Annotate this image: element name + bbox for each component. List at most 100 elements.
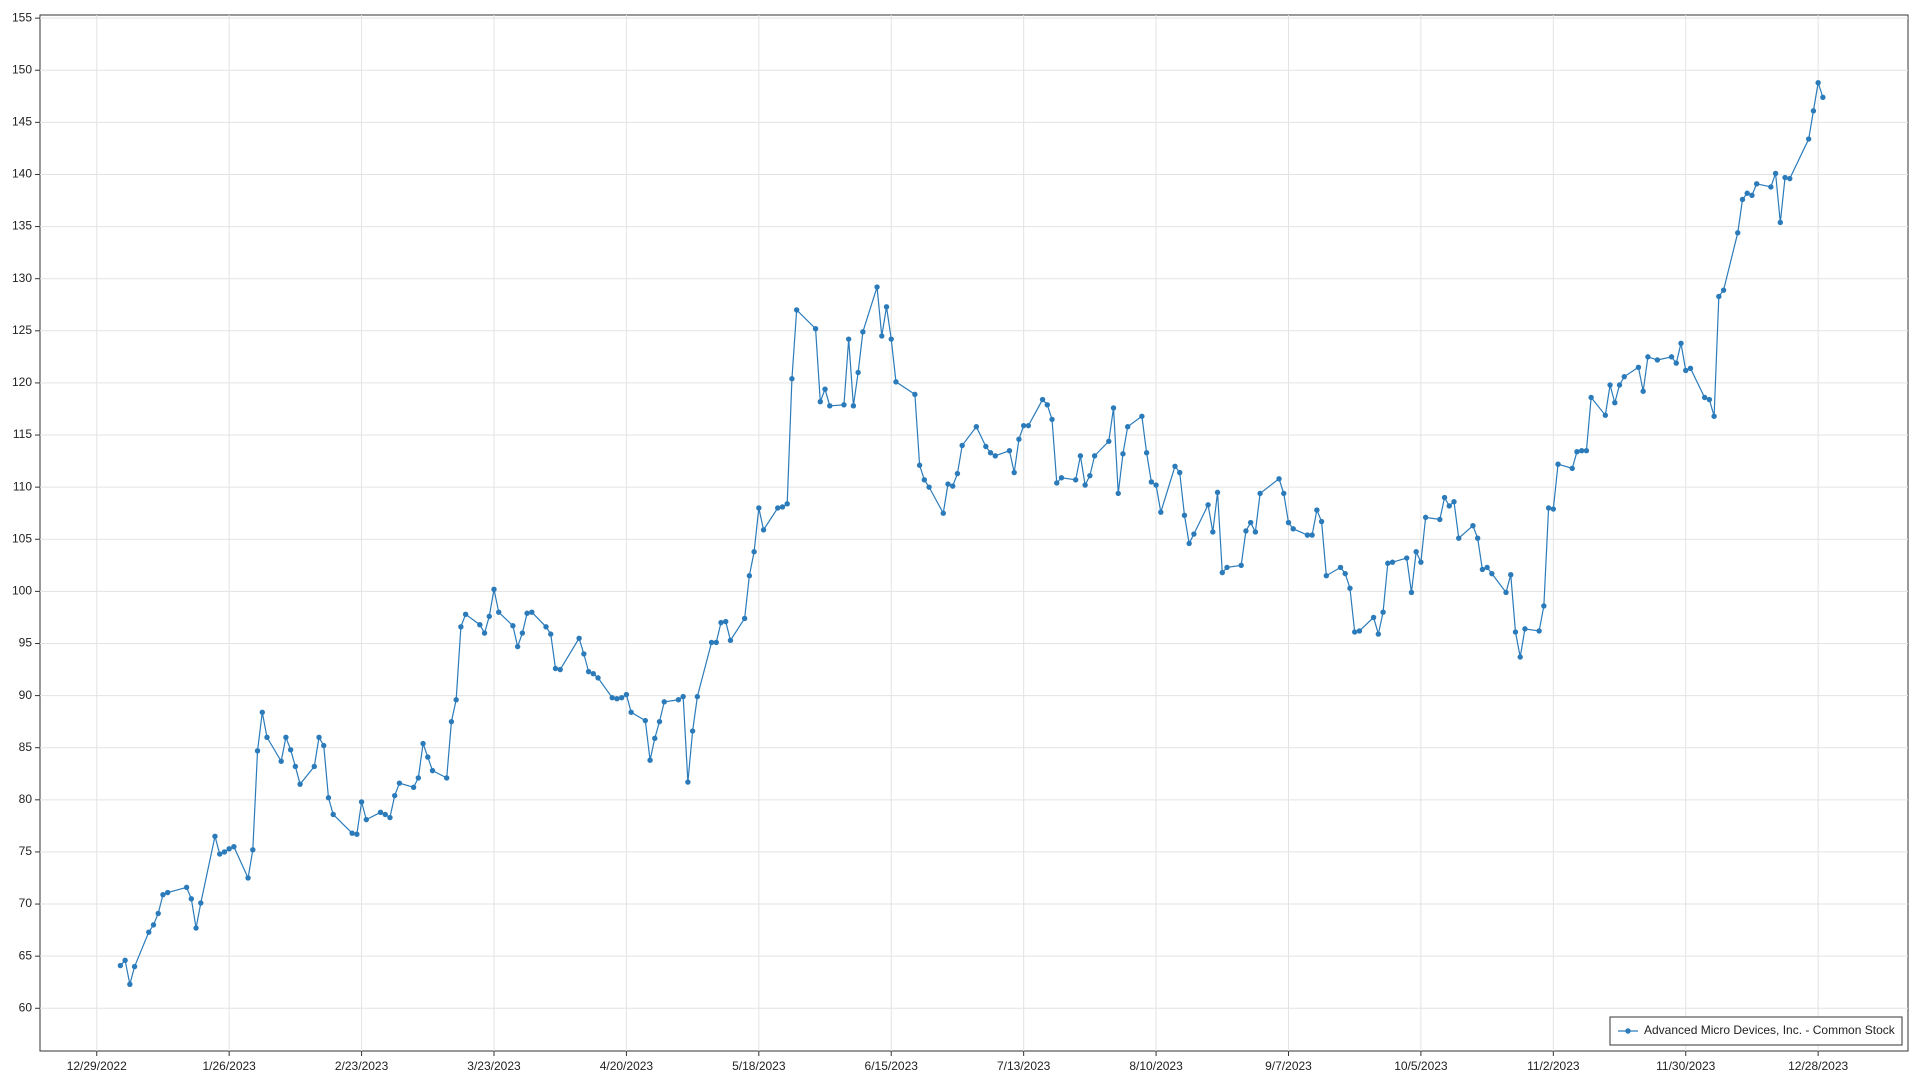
marker	[514, 643, 521, 650]
marker	[1635, 364, 1642, 370]
marker	[1304, 532, 1311, 538]
marker	[1768, 184, 1774, 190]
marker	[1120, 451, 1126, 457]
marker	[973, 423, 980, 430]
marker	[680, 693, 686, 700]
plot-area	[39, 14, 1909, 1052]
marker	[713, 639, 719, 646]
marker	[1753, 181, 1760, 187]
y-tick-label: 65	[19, 948, 33, 962]
marker	[1072, 477, 1079, 483]
marker	[789, 376, 795, 382]
marker	[477, 622, 483, 628]
marker	[1087, 472, 1093, 479]
legend: Advanced Micro Devices, Inc. - Common St…	[1609, 1016, 1903, 1046]
y-tick-label: 150	[12, 62, 32, 76]
x-tick-label: 7/13/2023	[997, 1059, 1051, 1073]
marker	[164, 889, 171, 896]
marker	[1375, 631, 1382, 637]
y-tick-label: 110	[13, 479, 32, 493]
marker	[1640, 388, 1646, 394]
marker	[817, 398, 824, 405]
marker	[1536, 628, 1542, 634]
marker	[694, 693, 701, 700]
marker	[160, 891, 166, 898]
marker	[585, 668, 592, 675]
y-tick-label: 135	[12, 219, 32, 233]
marker	[491, 586, 497, 592]
marker	[784, 501, 790, 507]
marker	[1016, 436, 1022, 442]
marker	[1347, 585, 1353, 591]
marker	[1389, 559, 1396, 565]
marker	[325, 795, 332, 801]
marker	[387, 814, 393, 821]
marker	[1181, 512, 1188, 518]
marker	[217, 851, 223, 857]
marker	[1413, 549, 1419, 555]
marker	[756, 505, 762, 511]
marker	[983, 443, 989, 450]
marker	[552, 665, 559, 672]
marker	[1508, 571, 1514, 578]
marker	[543, 624, 549, 630]
x-tick-label: 12/29/2022	[67, 1059, 127, 1073]
y-tick-label: 125	[12, 323, 32, 337]
marker	[1711, 413, 1717, 419]
marker	[1621, 373, 1627, 380]
marker	[127, 981, 133, 987]
y-tick-label: 115	[13, 427, 32, 441]
marker	[382, 811, 388, 818]
marker	[1323, 573, 1330, 579]
marker	[1422, 514, 1429, 521]
marker	[1210, 529, 1216, 535]
marker	[321, 742, 327, 749]
marker	[448, 718, 455, 725]
y-tick-label: 75	[19, 844, 33, 858]
marker	[1749, 192, 1755, 199]
marker	[1418, 559, 1424, 565]
marker	[254, 748, 261, 754]
marker	[1214, 489, 1221, 496]
marker	[1205, 502, 1211, 508]
marker	[1309, 532, 1315, 538]
legend-box	[1609, 1016, 1903, 1046]
marker	[486, 613, 492, 620]
marker	[150, 922, 157, 928]
marker	[609, 694, 615, 701]
marker	[519, 630, 526, 636]
marker	[1219, 569, 1225, 576]
marker	[675, 697, 682, 703]
x-tick-label: 9/7/2023	[1265, 1059, 1312, 1073]
marker	[354, 831, 360, 837]
marker	[198, 900, 204, 906]
marker	[1058, 475, 1065, 481]
marker	[661, 699, 667, 705]
marker	[893, 379, 899, 385]
marker	[1602, 412, 1609, 418]
marker	[1006, 447, 1013, 454]
marker	[1285, 519, 1292, 526]
marker	[1356, 628, 1363, 634]
legend-label: Advanced Micro Devices, Inc. - Common St…	[1644, 1023, 1896, 1037]
y-tick-label: 105	[12, 531, 32, 545]
marker	[723, 618, 729, 625]
marker	[912, 391, 918, 398]
marker	[1238, 562, 1244, 569]
marker	[1342, 570, 1348, 577]
marker	[1550, 506, 1557, 512]
marker	[921, 477, 928, 483]
marker	[888, 336, 894, 342]
marker	[590, 671, 597, 677]
marker	[391, 792, 398, 799]
marker	[1082, 482, 1088, 488]
marker	[1645, 354, 1651, 360]
marker	[1541, 603, 1547, 609]
marker	[287, 747, 294, 753]
marker	[458, 624, 464, 630]
marker	[117, 962, 124, 969]
marker	[188, 896, 195, 902]
marker	[1479, 566, 1486, 573]
marker	[283, 734, 289, 740]
